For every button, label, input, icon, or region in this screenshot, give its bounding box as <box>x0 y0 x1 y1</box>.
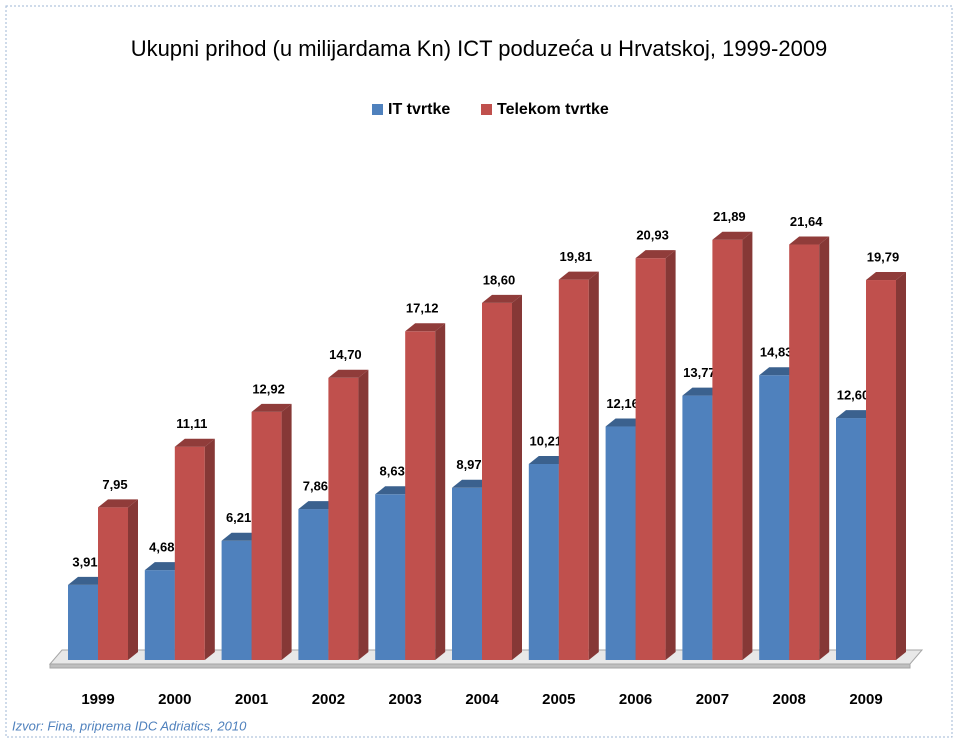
bar-side <box>128 499 138 660</box>
source-note: Izvor: Fina, priprema IDC Adriatics, 201… <box>12 718 247 733</box>
bar-top <box>98 499 138 508</box>
data-label: 8,97 <box>456 457 481 472</box>
data-label: 10,21 <box>530 433 563 448</box>
bar-top <box>712 231 753 240</box>
bar-front <box>482 302 512 660</box>
x-tick-label: 1999 <box>81 691 114 708</box>
data-label: 14,70 <box>329 347 362 362</box>
bar-front <box>789 244 820 660</box>
bar-front <box>528 463 559 660</box>
bar-front <box>221 540 252 660</box>
bar <box>558 271 599 660</box>
legend-label: Telekom tvrtke <box>497 101 609 118</box>
bar <box>174 438 215 660</box>
chart-border <box>5 5 953 738</box>
bar-top <box>789 236 830 245</box>
bar-front <box>405 331 436 660</box>
bar <box>328 369 369 660</box>
data-label: 7,86 <box>303 479 328 494</box>
legend-label: IT tvrtke <box>388 101 450 118</box>
bar <box>712 231 753 660</box>
legend-swatch <box>481 104 492 115</box>
bar-side <box>665 250 676 661</box>
data-label: 20,93 <box>636 228 669 243</box>
x-tick-label: 2002 <box>312 691 345 708</box>
bar-side <box>896 272 906 660</box>
bar-top <box>405 323 446 332</box>
data-label: 8,63 <box>380 464 405 479</box>
bar-top <box>635 250 676 259</box>
x-tick-label: 2004 <box>465 691 499 708</box>
bar-side <box>588 271 599 660</box>
x-tick-label: 2003 <box>389 691 422 708</box>
data-label: 14,83 <box>760 345 793 360</box>
bar-side <box>512 294 522 660</box>
bar-front <box>98 507 128 660</box>
bar-front <box>452 487 482 660</box>
bar-front <box>144 570 175 660</box>
bar-front <box>174 446 205 660</box>
bar-front <box>836 418 866 660</box>
bar <box>482 294 522 660</box>
bar-side <box>204 438 215 660</box>
bar-top <box>328 369 369 378</box>
floor-edge <box>49 663 911 669</box>
bar <box>405 323 446 660</box>
data-label: 19,79 <box>867 249 900 264</box>
data-label: 19,81 <box>560 249 593 264</box>
data-label: 13,77 <box>683 365 716 380</box>
bar-side <box>358 369 369 660</box>
x-tick-label: 2008 <box>773 691 806 708</box>
bar-top <box>482 294 522 303</box>
data-label: 12,60 <box>837 388 870 403</box>
bar-front <box>712 239 743 660</box>
bar-front <box>328 377 359 660</box>
data-label: 12,16 <box>606 396 639 411</box>
bar-front <box>298 509 329 660</box>
x-tick-label: 2006 <box>619 691 652 708</box>
bar-top <box>558 271 599 280</box>
bar <box>635 250 676 661</box>
bar-side <box>819 236 830 660</box>
data-label: 18,60 <box>483 272 516 287</box>
data-label: 6,21 <box>226 510 251 525</box>
bar-front <box>759 375 790 660</box>
bar-side <box>281 403 292 660</box>
chart-title: Ukupni prihod (u milijardama Kn) ICT pod… <box>131 36 828 61</box>
data-label: 4,68 <box>149 540 174 555</box>
data-label: 17,12 <box>406 301 439 316</box>
data-label: 21,89 <box>713 209 746 224</box>
bar <box>866 272 906 660</box>
bar-front <box>682 395 713 660</box>
bar-side <box>742 231 753 660</box>
x-tick-label: 2001 <box>235 691 268 708</box>
bar-front <box>605 426 636 660</box>
data-label: 12,92 <box>252 381 285 396</box>
x-tick-label: 2007 <box>696 691 729 708</box>
data-label: 11,11 <box>176 416 207 431</box>
bar <box>251 403 292 660</box>
x-tick-label: 2009 <box>849 691 882 708</box>
x-tick-label: 2000 <box>158 691 191 708</box>
bar-front <box>375 494 406 660</box>
x-tick-label: 2005 <box>542 691 575 708</box>
data-label: 7,95 <box>102 477 127 492</box>
bar-front <box>866 280 896 660</box>
bar-front <box>251 411 282 660</box>
bar <box>789 236 830 660</box>
bar-top <box>251 403 292 412</box>
bar-front <box>68 584 98 660</box>
bar-top <box>866 272 906 281</box>
bar-side <box>435 323 446 660</box>
bar-front <box>635 258 666 660</box>
bar-top <box>174 438 215 447</box>
bar-front <box>558 279 589 660</box>
legend-swatch <box>372 104 383 115</box>
data-label: 3,91 <box>72 554 97 569</box>
bar <box>98 499 138 660</box>
data-label: 21,64 <box>790 214 823 229</box>
